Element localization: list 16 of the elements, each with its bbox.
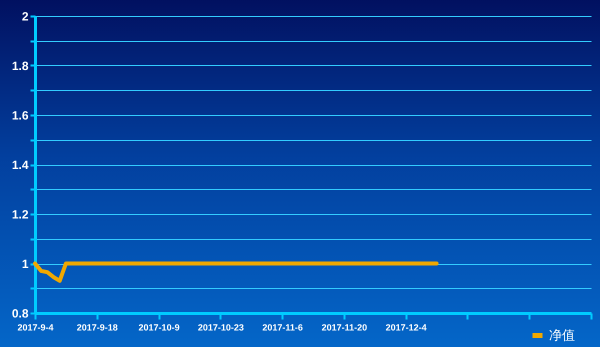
line-series <box>33 262 439 283</box>
x-tick-label: 2017-11-6 <box>262 322 303 332</box>
y-tick-label: 2 <box>22 10 29 24</box>
x-tick-label: 2017-9-4 <box>17 322 54 332</box>
y-tick-label: 1.2 <box>12 208 29 222</box>
y-tick-label: 1.6 <box>12 108 29 122</box>
x-tick-label: 2017-10-9 <box>138 322 180 332</box>
x-tick-label: 2017-10-23 <box>198 322 244 332</box>
x-tick-label: 2017-12-4 <box>386 322 427 332</box>
y-tick-label: 1 <box>22 257 29 271</box>
y-tick-label: 0.8 <box>12 306 29 320</box>
y-tick-label: 1.4 <box>12 158 29 172</box>
legend-label: 净值 <box>549 328 575 344</box>
x-tick-label: 2017-9-18 <box>76 322 118 332</box>
y-tick-label: 1.8 <box>12 59 29 73</box>
x-tick-label: 2017-11-20 <box>322 322 368 332</box>
